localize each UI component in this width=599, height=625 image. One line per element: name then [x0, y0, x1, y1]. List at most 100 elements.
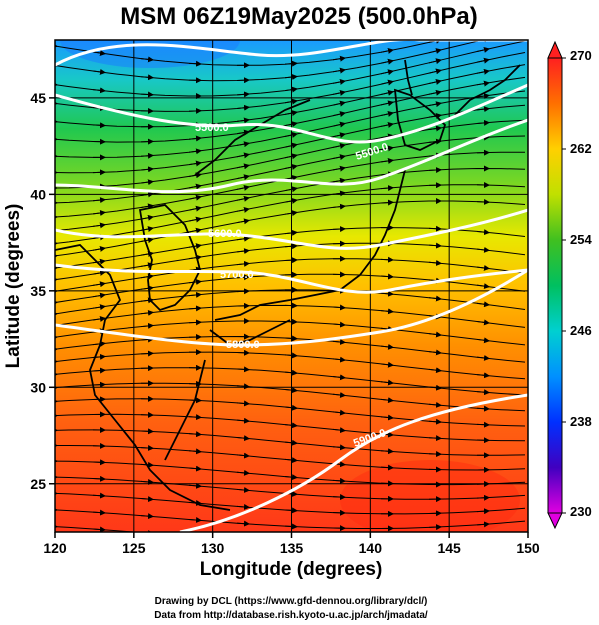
streamline-arrow [92, 281, 106, 288]
x-tick-label: 140 [359, 540, 383, 556]
streamline-arrow [92, 210, 106, 216]
y-tick-label: 35 [30, 283, 46, 299]
streamline-arrow [92, 246, 106, 252]
streamline-arrow [188, 431, 202, 438]
streamline-arrow [140, 166, 154, 173]
streamline-arrow [380, 157, 394, 164]
streamline-arrow [332, 356, 346, 363]
streamline-arrow [428, 367, 442, 374]
contour-line [55, 118, 528, 194]
streamline-arrow [236, 104, 250, 111]
streamline-arrow [332, 304, 346, 311]
streamline-arrow [188, 465, 202, 472]
streamline-arrow [428, 242, 442, 249]
streamline-arrow [332, 55, 346, 62]
streamline-arrow [332, 121, 346, 128]
streamline [55, 289, 526, 315]
streamline [55, 40, 442, 66]
streamline-arrow [380, 69, 394, 76]
streamline-arrow [332, 226, 346, 233]
streamline-arrow [380, 361, 394, 368]
streamline-arrow [236, 417, 250, 424]
streamline-arrow [380, 397, 394, 404]
map-panel: 5500.0 5500.0 5600.0 5700.0 5800.0 5900.… [55, 40, 528, 532]
streamline-arrow [476, 264, 490, 271]
streamline-arrow [140, 214, 154, 221]
streamline-arrow [332, 143, 346, 149]
streamline-arrow [236, 260, 250, 267]
streamline-arrow [428, 68, 442, 75]
streamline-arrow [188, 172, 202, 179]
streamline-arrow [188, 448, 202, 455]
streamline-arrow [140, 273, 154, 280]
streamline-arrow [92, 222, 106, 229]
contour-line [55, 268, 528, 347]
streamline-arrow [92, 509, 106, 516]
streamline-arrow [92, 304, 106, 311]
streamline-arrow [236, 91, 250, 98]
streamline-arrow [140, 152, 154, 159]
streamline-arrow [380, 379, 394, 386]
streamline-arrow [236, 366, 250, 373]
colorbar-tick-label: 262 [570, 141, 592, 156]
streamline-arrow [380, 89, 394, 96]
streamline-arrow [332, 444, 346, 451]
streamline-arrow [188, 305, 202, 312]
streamline-arrow [188, 291, 202, 298]
x-tick-label: 145 [437, 540, 461, 556]
streamline-arrow [380, 199, 394, 206]
streamline-arrow [428, 225, 442, 232]
streamline-arrow [380, 448, 394, 455]
streamline-arrow [332, 79, 346, 85]
x-tick-label: 130 [201, 540, 225, 556]
coastlines [55, 59, 521, 511]
streamline-arrow [92, 381, 106, 388]
streamline-arrow [140, 322, 154, 329]
streamline-arrow [428, 101, 442, 108]
streamline [55, 382, 526, 412]
streamline-arrow [236, 520, 250, 527]
streamline-arrow [476, 301, 490, 308]
streamline-arrow [332, 203, 346, 210]
streamline-arrow [92, 292, 106, 299]
streamline-arrow [140, 496, 154, 503]
streamline-arrow [188, 148, 202, 155]
streamline-arrow [380, 343, 394, 350]
streamline-arrow [188, 319, 202, 326]
credit-drawing: Drawing by DCL (https://www.gfd-dennou.o… [155, 596, 428, 607]
y-axis-label: Latitude (degrees) [3, 204, 24, 369]
streamline-arrow [476, 354, 490, 361]
colorbar-upper-arrow [547, 40, 563, 59]
y-tick-label: 40 [30, 186, 46, 202]
x-tick-label: 120 [43, 540, 67, 556]
y-tick-label: 25 [30, 476, 46, 492]
streamline-arrow [476, 508, 490, 515]
streamline-arrow [188, 135, 202, 142]
streamline-arrow [92, 316, 106, 322]
streamline-arrow [236, 174, 250, 181]
streamline [55, 444, 526, 471]
streamline-arrow [140, 91, 154, 98]
streamline-arrow [236, 452, 250, 459]
streamline-arrow [380, 133, 394, 140]
streamline [55, 398, 526, 427]
streamline-arrow [92, 270, 106, 276]
streamline-arrow [332, 67, 346, 74]
streamline-arrow [428, 435, 442, 442]
streamline-arrow [428, 125, 442, 132]
streamline-arrow [188, 517, 202, 524]
streamline-arrow [188, 205, 202, 212]
streamline-arrow [332, 374, 346, 381]
streamline-arrow [380, 308, 394, 315]
streamline-arrow [92, 122, 106, 129]
streamline-arrow [428, 89, 442, 96]
streamline [55, 40, 526, 97]
streamline [55, 351, 526, 380]
streamline [55, 135, 526, 204]
streamline-arrow [188, 60, 202, 67]
streamline-arrow [188, 160, 202, 167]
colorbar-tick-label: 270 [570, 48, 592, 63]
streamline-arrow [332, 321, 346, 328]
streamline-arrow [188, 194, 202, 201]
streamline-arrow [188, 227, 202, 234]
